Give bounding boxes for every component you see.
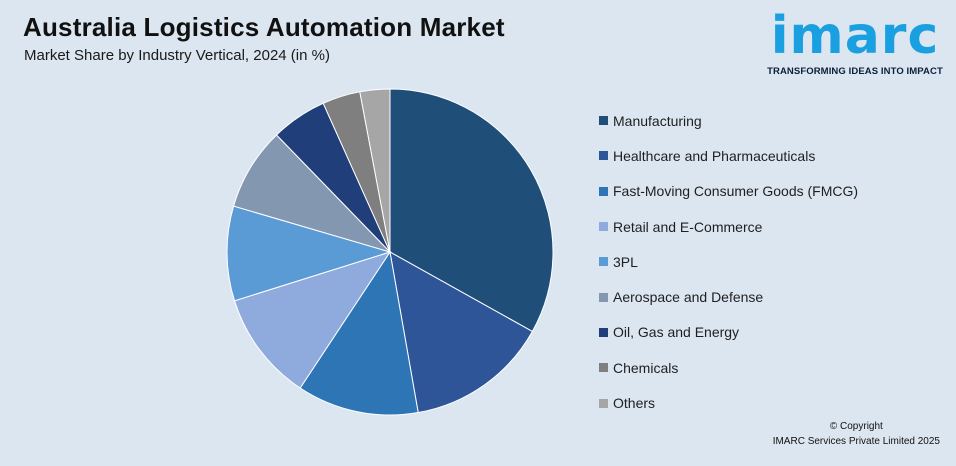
- legend-swatch: [599, 222, 608, 232]
- legend-label: Aerospace and Defense: [613, 289, 764, 306]
- logo-wordmark: imarc: [770, 6, 940, 66]
- pie-slice-retail-and-e-commerce: [233, 251, 392, 389]
- legend-label: Oil, Gas and Energy: [613, 324, 740, 341]
- copyright-owner: IMARC Services Private Limited 2025: [772, 436, 940, 447]
- legend-swatch: [599, 363, 608, 373]
- legend-label: Fast-Moving Consumer Goods (FMCG): [613, 183, 859, 200]
- pie-slice-3pl: [226, 205, 392, 302]
- legend-swatch: [599, 257, 608, 267]
- legend-item-aerospace: Aerospace and Defense: [599, 279, 858, 314]
- legend-swatch: [599, 116, 608, 126]
- legend-item-chemicals: Chemicals: [599, 350, 858, 385]
- legend-label: Retail and E-Commerce: [613, 218, 763, 235]
- pie-slice-manufacturing: [389, 88, 554, 333]
- legend-label: Healthcare and Pharmaceuticals: [613, 147, 816, 164]
- legend-item-others: Others: [599, 385, 858, 420]
- legend-item-oil-gas: Oil, Gas and Energy: [599, 315, 858, 350]
- legend-item-3pl: 3PL: [599, 244, 858, 279]
- legend-swatch: [599, 151, 608, 161]
- legend-swatch: [599, 186, 608, 196]
- legend-label: Others: [613, 395, 656, 412]
- pie-slice-others: [359, 88, 391, 253]
- pie-slice-healthcare-and-pharmaceuticals: [389, 251, 534, 414]
- legend-item-healthcare: Healthcare and Pharmaceuticals: [599, 138, 858, 173]
- legend-swatch: [599, 398, 608, 408]
- pie-slice-fast-moving-consumer-goods-fmcg: [299, 250, 419, 416]
- chart-subtitle: Market Share by Industry Vertical, 2024 …: [24, 47, 330, 64]
- pie-slices: [226, 88, 554, 416]
- legend-label: Manufacturing: [613, 112, 702, 129]
- logo-tagline: TRANSFORMING IDEAS INTO IMPACT: [767, 66, 943, 77]
- legend-swatch: [599, 292, 608, 302]
- imarc-logo: imarc TRANSFORMING IDEAS INTO IMPACT: [762, 10, 948, 77]
- copyright-line: © Copyright: [829, 421, 883, 432]
- legend-swatch: [599, 327, 608, 337]
- chart-legend: Manufacturing Healthcare and Pharmaceuti…: [599, 103, 858, 421]
- copyright-notice: © Copyright IMARC Services Private Limit…: [773, 419, 940, 449]
- chart-title: Australia Logistics Automation Market: [23, 12, 505, 42]
- legend-item-fmcg: Fast-Moving Consumer Goods (FMCG): [599, 174, 858, 209]
- legend-item-manufacturing: Manufacturing: [599, 103, 858, 138]
- legend-item-retail: Retail and E-Commerce: [599, 209, 858, 244]
- legend-label: 3PL: [613, 253, 638, 270]
- legend-label: Chemicals: [613, 359, 679, 376]
